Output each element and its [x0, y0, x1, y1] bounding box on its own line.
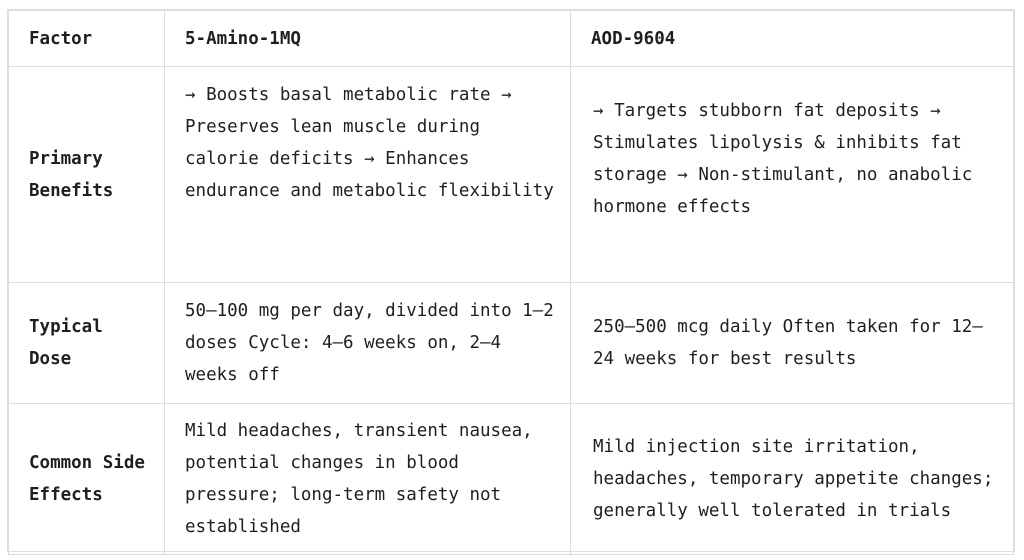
- cell-5-amino-1mq-dose: 50–100 mg per day, divided into 1–2 dose…: [164, 282, 571, 404]
- cell-5-amino-1mq-side-effects: Mild headaches, transient nausea, potent…: [164, 403, 571, 555]
- row-factor-primary-benefits: Primary Benefits: [8, 66, 165, 283]
- table-header-row: Factor 5-Amino-1MQ AOD-9604: [8, 10, 1014, 67]
- table-row-typical-dose: Typical Dose 50–100 mg per day, divided …: [8, 282, 1014, 404]
- row-factor-typical-dose: Typical Dose: [8, 282, 165, 404]
- header-factor: Factor: [8, 10, 165, 67]
- cell-aod-9604-side-effects: Mild injection site irritation, headache…: [570, 403, 1014, 555]
- table-row-primary-benefits: Primary Benefits → Boosts basal metaboli…: [8, 66, 1014, 283]
- cell-aod-9604-benefits: → Targets stubborn fat deposits → Stimul…: [570, 66, 1014, 283]
- header-aod-9604: AOD-9604: [570, 10, 1014, 67]
- cell-5-amino-1mq-benefits: → Boosts basal metabolic rate → Preserve…: [164, 66, 571, 283]
- comparison-table: Factor 5-Amino-1MQ AOD-9604 Primary Bene…: [8, 10, 1014, 555]
- header-5-amino-1mq: 5-Amino-1MQ: [164, 10, 571, 67]
- table-row-common-side-effects: Common Side Effects Mild headaches, tran…: [8, 403, 1014, 555]
- comparison-table-container: Factor 5-Amino-1MQ AOD-9604 Primary Bene…: [7, 9, 1015, 555]
- row-factor-common-side-effects: Common Side Effects: [8, 403, 165, 555]
- cell-aod-9604-dose: 250–500 mcg daily Often taken for 12–24 …: [570, 282, 1014, 404]
